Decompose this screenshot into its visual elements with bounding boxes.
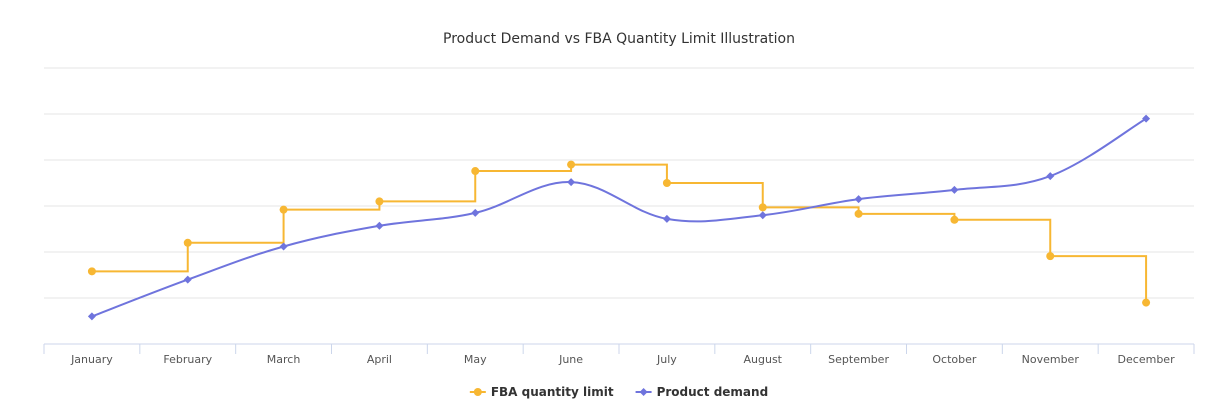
data-point[interactable] xyxy=(183,275,192,284)
x-tick-label: December xyxy=(1118,353,1176,366)
data-point[interactable] xyxy=(279,205,288,214)
series-line[interactable] xyxy=(91,117,1147,318)
x-tick-label: August xyxy=(744,353,783,366)
data-point[interactable] xyxy=(87,312,96,321)
legend-marker-circle-icon xyxy=(473,388,482,396)
data-point[interactable] xyxy=(758,203,767,212)
series-0 xyxy=(87,160,1151,307)
series-1 xyxy=(87,114,1151,321)
x-tick-label: September xyxy=(828,353,889,366)
data-point[interactable] xyxy=(758,211,767,220)
legend-marker-diamond-icon xyxy=(639,388,648,396)
x-tick-label: June xyxy=(558,353,583,366)
x-tick-label: October xyxy=(932,353,976,366)
data-point[interactable] xyxy=(279,242,288,251)
data-point[interactable] xyxy=(662,214,671,223)
legend: FBA quantity limit Product demand xyxy=(469,385,769,399)
data-point[interactable] xyxy=(183,238,192,247)
series-layer xyxy=(87,114,1151,321)
x-tick-label: May xyxy=(464,353,487,366)
data-point[interactable] xyxy=(1046,172,1055,181)
data-point[interactable] xyxy=(950,215,959,224)
data-point[interactable] xyxy=(471,208,480,217)
chart-title: Product Demand vs FBA Quantity Limit Ill… xyxy=(443,31,795,47)
legend-item[interactable]: Product demand xyxy=(635,385,769,399)
data-point[interactable] xyxy=(375,197,384,206)
data-point[interactable] xyxy=(567,160,576,169)
data-point[interactable] xyxy=(375,221,384,230)
data-point[interactable] xyxy=(1142,114,1151,123)
x-tick-label: July xyxy=(656,353,677,366)
x-tick-label: November xyxy=(1022,353,1080,366)
legend-item[interactable]: FBA quantity limit xyxy=(469,385,614,399)
data-point[interactable] xyxy=(662,179,671,187)
legend-label: Product demand xyxy=(657,385,769,399)
series-line[interactable] xyxy=(91,163,1148,303)
data-point[interactable] xyxy=(950,185,959,194)
data-point[interactable] xyxy=(1046,252,1055,261)
x-tick-label: March xyxy=(267,353,301,366)
data-point[interactable] xyxy=(471,167,480,176)
x-tick-label: January xyxy=(70,353,113,366)
data-point[interactable] xyxy=(1142,298,1151,307)
data-point[interactable] xyxy=(87,267,96,276)
data-point[interactable] xyxy=(854,209,863,218)
data-point[interactable] xyxy=(854,195,863,204)
data-point[interactable] xyxy=(567,178,576,187)
grid-lines xyxy=(44,67,1194,299)
x-tick-label: February xyxy=(163,353,212,366)
legend-label: FBA quantity limit xyxy=(491,385,614,399)
x-axis: January February March April May June July Augu… xyxy=(43,343,1195,366)
x-tick-label: April xyxy=(367,353,392,366)
